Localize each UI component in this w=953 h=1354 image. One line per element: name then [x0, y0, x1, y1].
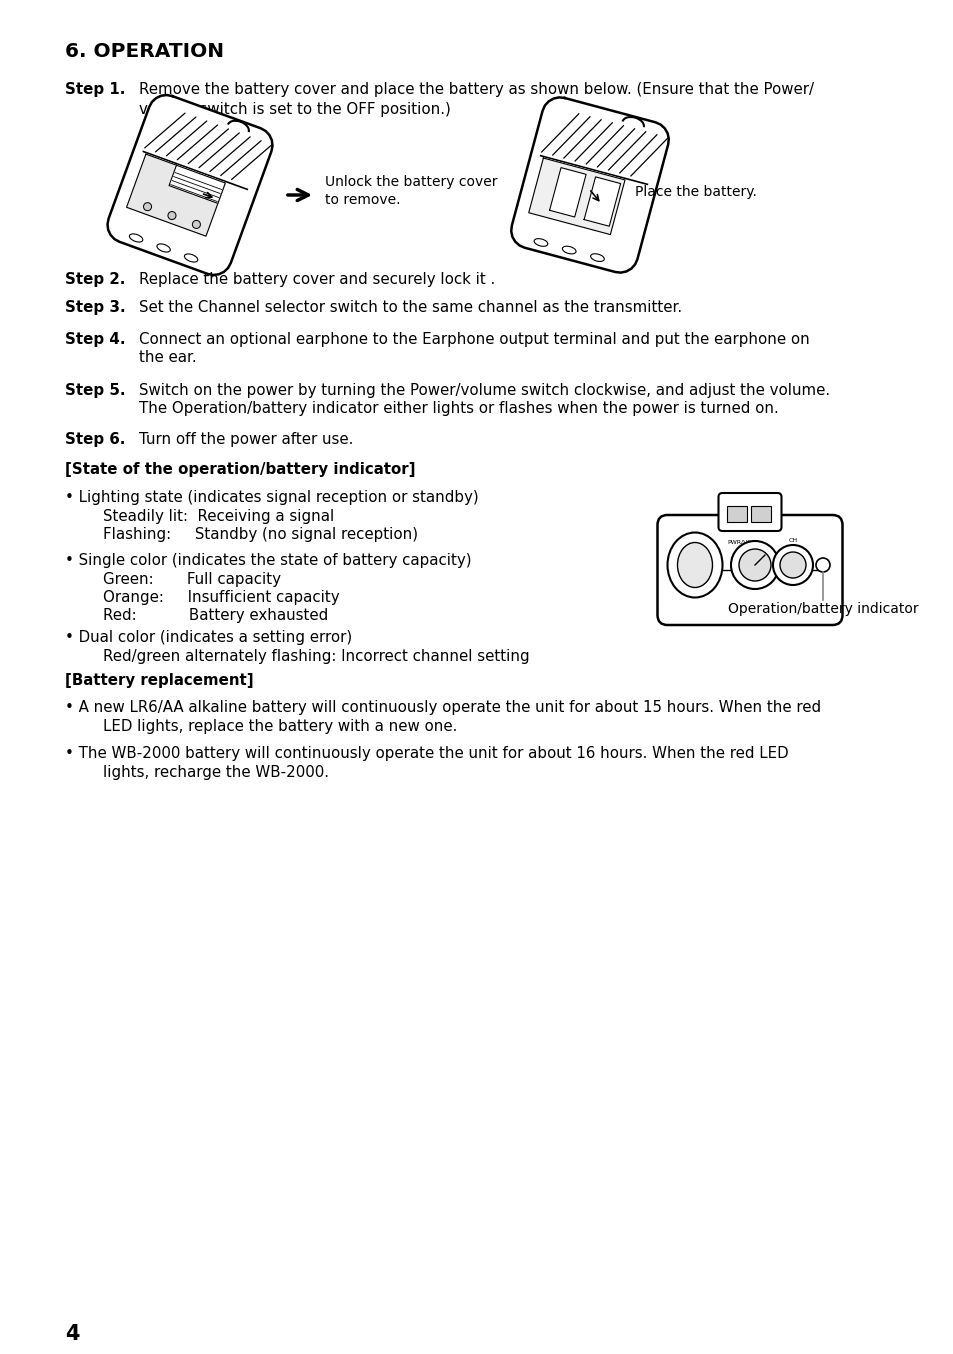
Text: Steadily lit:  Receiving a signal: Steadily lit: Receiving a signal: [103, 509, 334, 524]
Text: • Single color (indicates the state of battery capacity): • Single color (indicates the state of b…: [65, 552, 471, 567]
Ellipse shape: [534, 238, 547, 246]
Text: • A new LR6/AA alkaline battery will continuously operate the unit for about 15 : • A new LR6/AA alkaline battery will con…: [65, 700, 821, 715]
Text: Place the battery.: Place the battery.: [635, 185, 756, 199]
Text: Flashing:     Standby (no signal reception): Flashing: Standby (no signal reception): [103, 527, 417, 542]
Text: 4: 4: [65, 1324, 79, 1345]
Polygon shape: [549, 168, 585, 217]
Polygon shape: [169, 165, 225, 203]
Text: Unlock the battery cover: Unlock the battery cover: [325, 175, 497, 190]
FancyBboxPatch shape: [726, 506, 746, 523]
Ellipse shape: [667, 532, 721, 597]
Ellipse shape: [184, 255, 197, 263]
Text: Connect an optional earphone to the Earphone output terminal and put the earphon: Connect an optional earphone to the Earp…: [139, 332, 809, 347]
Text: Red:           Battery exhausted: Red: Battery exhausted: [103, 608, 328, 623]
Text: Step 4.: Step 4.: [65, 332, 126, 347]
Text: [State of the operation/battery indicator]: [State of the operation/battery indicato…: [65, 462, 416, 477]
Circle shape: [168, 211, 175, 219]
Text: LED lights, replace the battery with a new one.: LED lights, replace the battery with a n…: [103, 719, 456, 734]
Polygon shape: [108, 95, 273, 275]
Polygon shape: [511, 97, 668, 272]
Circle shape: [730, 542, 779, 589]
Circle shape: [739, 548, 770, 581]
Text: Red/green alternately flashing: Incorrect channel setting: Red/green alternately flashing: Incorrec…: [103, 649, 529, 663]
Circle shape: [193, 221, 200, 229]
Circle shape: [815, 558, 829, 571]
Text: Step 1.: Step 1.: [65, 83, 125, 97]
Text: Step 5.: Step 5.: [65, 383, 126, 398]
Text: [Battery replacement]: [Battery replacement]: [65, 673, 253, 688]
Text: PWR/VOL: PWR/VOL: [727, 540, 756, 546]
Ellipse shape: [677, 543, 712, 588]
Text: • Lighting state (indicates signal reception or standby): • Lighting state (indicates signal recep…: [65, 490, 478, 505]
Ellipse shape: [157, 244, 171, 252]
Circle shape: [143, 203, 152, 211]
Text: Step 3.: Step 3.: [65, 301, 126, 315]
FancyBboxPatch shape: [750, 506, 770, 523]
Circle shape: [780, 552, 805, 578]
Ellipse shape: [562, 246, 576, 253]
Text: Operation/battery indicator: Operation/battery indicator: [727, 603, 918, 616]
Text: Remove the battery cover and place the battery as shown below. (Ensure that the : Remove the battery cover and place the b…: [139, 83, 813, 97]
Text: Green:       Full capacity: Green: Full capacity: [103, 571, 281, 588]
Text: Step 6.: Step 6.: [65, 432, 125, 447]
Text: Set the Channel selector switch to the same channel as the transmitter.: Set the Channel selector switch to the s…: [139, 301, 681, 315]
Polygon shape: [583, 177, 620, 226]
Text: Orange:     Insufficient capacity: Orange: Insufficient capacity: [103, 590, 339, 605]
Text: Replace the battery cover and securely lock it .: Replace the battery cover and securely l…: [139, 272, 495, 287]
Text: The Operation/battery indicator either lights or flashes when the power is turne: The Operation/battery indicator either l…: [139, 401, 778, 416]
Text: lights, recharge the WB-2000.: lights, recharge the WB-2000.: [103, 765, 329, 780]
Text: Switch on the power by turning the Power/volume switch clockwise, and adjust the: Switch on the power by turning the Power…: [139, 383, 829, 398]
Text: volume switch is set to the OFF position.): volume switch is set to the OFF position…: [139, 102, 451, 116]
Polygon shape: [127, 154, 225, 236]
Ellipse shape: [590, 253, 603, 261]
Circle shape: [772, 546, 812, 585]
Text: • Dual color (indicates a setting error): • Dual color (indicates a setting error): [65, 630, 352, 645]
Text: CH: CH: [787, 538, 797, 543]
FancyBboxPatch shape: [718, 493, 781, 531]
Text: 6. OPERATION: 6. OPERATION: [65, 42, 224, 61]
Text: to remove.: to remove.: [325, 194, 400, 207]
Text: • The WB-2000 battery will continuously operate the unit for about 16 hours. Whe: • The WB-2000 battery will continuously …: [65, 746, 788, 761]
Text: Step 2.: Step 2.: [65, 272, 125, 287]
Ellipse shape: [130, 234, 143, 242]
Polygon shape: [528, 158, 624, 234]
Text: Turn off the power after use.: Turn off the power after use.: [139, 432, 353, 447]
FancyBboxPatch shape: [657, 515, 841, 626]
Text: the ear.: the ear.: [139, 349, 196, 366]
